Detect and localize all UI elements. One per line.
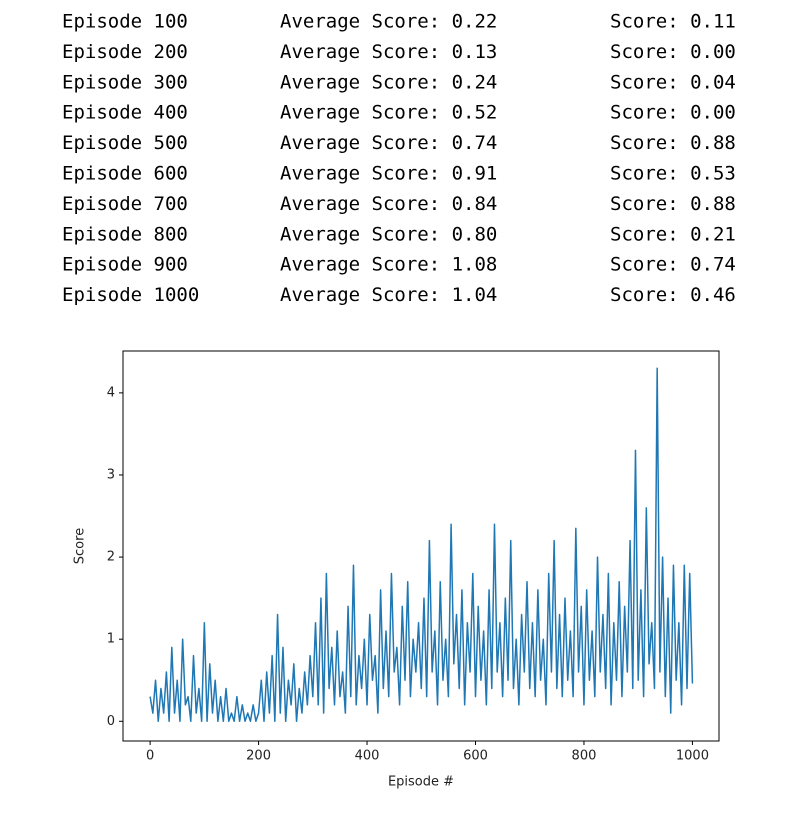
log-text: Score: 0.00 [610,41,736,63]
log-text: Episode 800 [62,223,188,245]
log-text: Average Score: 1.04 [280,284,497,306]
y-tick-label: 1 [107,632,115,647]
log-text: Score: 0.46 [610,284,736,306]
log-text: Average Score: 0.13 [280,41,497,63]
log-text: Episode 900 [62,254,188,276]
x-axis-label: Episode # [388,775,454,790]
y-tick-label: 4 [107,385,115,400]
x-tick-label: 0 [146,749,154,764]
log-text: Score: 0.53 [610,163,736,185]
y-tick-label: 2 [107,550,115,565]
x-tick-label: 600 [463,749,488,764]
log-text: Average Score: 1.08 [280,254,497,276]
log-text: Average Score: 0.91 [280,163,497,185]
axes-frame [122,350,720,742]
y-axis-label: Score [73,528,88,564]
log-text: Episode 100 [62,11,188,33]
y-tick-label: 3 [107,467,115,482]
log-text: Episode 600 [62,163,188,185]
log-text: Average Score: 0.74 [280,132,497,154]
log-text: Score: 0.21 [610,223,736,245]
log-text: Score: 0.04 [610,71,736,93]
log-text: Average Score: 0.22 [280,11,497,33]
log-text: Episode 300 [62,71,188,93]
log-text: Score: 0.88 [610,193,736,215]
score-line [149,367,694,723]
log-text: Episode 1000 [62,284,199,306]
log-text: Score: 0.88 [610,132,736,154]
log-text: Score: 0.00 [610,102,736,124]
log-text: Average Score: 0.80 [280,223,497,245]
log-text: Average Score: 0.24 [280,71,497,93]
y-tick-label: 0 [107,714,115,729]
x-tick-label: 800 [572,749,597,764]
log-text: Score: 0.74 [610,254,736,276]
log-text: Episode 700 [62,193,188,215]
x-tick-label: 1000 [676,749,709,764]
x-tick-label: 200 [246,749,271,764]
log-text: Average Score: 0.52 [280,102,497,124]
log-text: Episode 500 [62,132,188,154]
log-text: Episode 200 [62,41,188,63]
log-text: Score: 0.11 [610,11,736,33]
log-text: Episode 400 [62,102,188,124]
x-tick-label: 400 [355,749,380,764]
chart: 0 200 400 600 800 1000 0 1 2 3 4 Episode # Score [73,350,720,790]
log-text: Average Score: 0.84 [280,193,497,215]
log-output: Episode 100 Average Score: 0.22 Score: 0.1… [62,11,736,307]
